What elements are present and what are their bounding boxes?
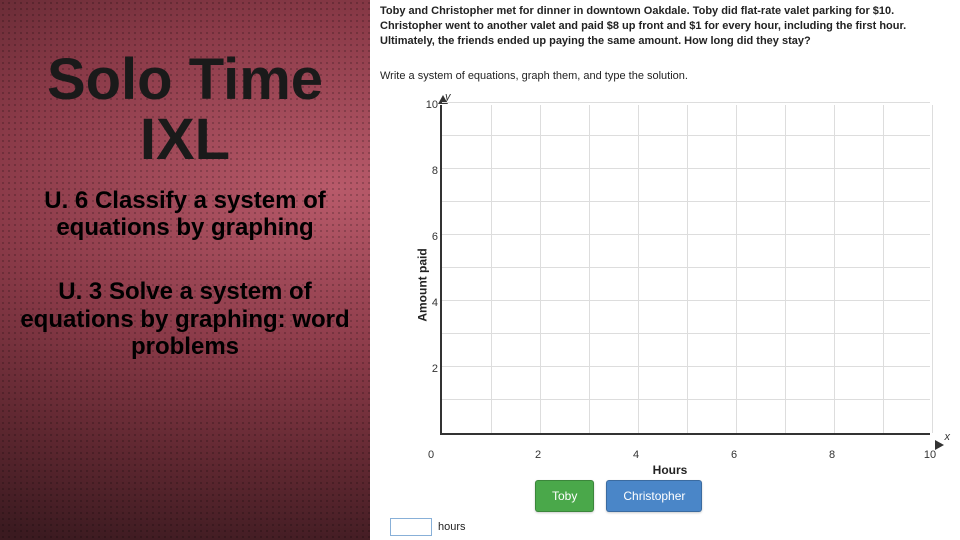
ixl-screenshot: Toby and Christopher met for dinner in d…: [370, 0, 960, 540]
y-tick-label: 6: [420, 231, 438, 243]
y-tick-label: 2: [420, 363, 438, 375]
plot-area[interactable]: [440, 105, 930, 435]
gridline-horizontal: [442, 168, 930, 169]
gridline-horizontal: [442, 300, 930, 301]
gridline-horizontal: [442, 399, 930, 400]
answer-input[interactable]: [390, 518, 432, 536]
y-tick-label: 10: [420, 99, 438, 111]
gridline-horizontal: [442, 333, 930, 334]
x-tick-label: 10: [920, 449, 940, 461]
topic-u6: U. 6 Classify a system of equations by g…: [10, 187, 360, 242]
gridline-vertical: [638, 105, 639, 433]
origin-label: 0: [428, 449, 434, 461]
gridline-vertical: [540, 105, 541, 433]
x-axis-letter: x: [945, 431, 951, 443]
title-block: Solo Time IXL: [10, 50, 360, 169]
gridline-vertical: [491, 105, 492, 433]
x-tick-label: 4: [626, 449, 646, 461]
gridline-horizontal: [442, 102, 930, 103]
gridline-vertical: [736, 105, 737, 433]
legend: Toby Christopher: [535, 480, 702, 512]
problem-text: Toby and Christopher met for dinner in d…: [380, 4, 952, 49]
gridline-horizontal: [442, 135, 930, 136]
topic-u3: U. 3 Solve a system of equations by grap…: [10, 278, 360, 361]
gridline-vertical: [834, 105, 835, 433]
gridline-horizontal: [442, 234, 930, 235]
answer-row: hours: [390, 518, 466, 536]
x-tick-label: 6: [724, 449, 744, 461]
legend-christopher-button[interactable]: Christopher: [606, 480, 702, 512]
title-line-2: IXL: [10, 111, 360, 169]
answer-unit: hours: [438, 521, 466, 533]
x-axis-label: Hours: [390, 463, 950, 477]
legend-toby-button[interactable]: Toby: [535, 480, 594, 512]
title-line-1: Solo Time: [10, 50, 360, 111]
x-tick-label: 2: [528, 449, 548, 461]
gridline-horizontal: [442, 366, 930, 367]
chart: Amount paid Hours y x 0 246810 246810: [390, 95, 950, 475]
gridline-vertical: [883, 105, 884, 433]
x-tick-label: 8: [822, 449, 842, 461]
instruction-text: Write a system of equations, graph them,…: [380, 70, 952, 82]
left-panel: Solo Time IXL U. 6 Classify a system of …: [0, 0, 370, 540]
gridline-vertical: [589, 105, 590, 433]
y-tick-label: 8: [420, 165, 438, 177]
gridline-vertical: [932, 105, 933, 433]
slide: Solo Time IXL U. 6 Classify a system of …: [0, 0, 960, 540]
gridline-vertical: [687, 105, 688, 433]
gridline-horizontal: [442, 201, 930, 202]
gridline-horizontal: [442, 267, 930, 268]
y-tick-label: 4: [420, 297, 438, 309]
gridline-vertical: [785, 105, 786, 433]
y-axis-label: Amount paid: [416, 248, 430, 321]
